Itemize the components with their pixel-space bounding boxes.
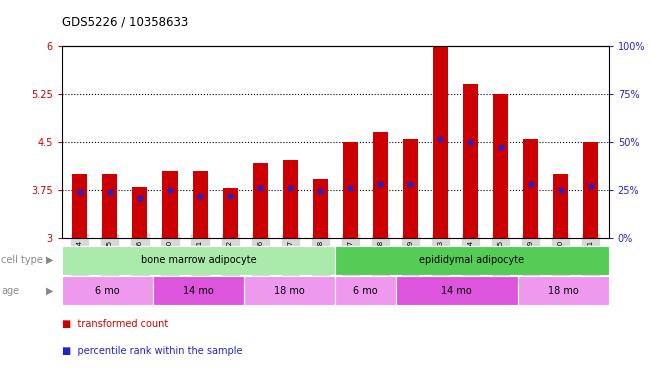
Bar <box>553 174 568 238</box>
Bar <box>373 132 388 238</box>
Bar <box>62 246 335 275</box>
Bar <box>335 246 609 275</box>
Bar <box>518 276 609 305</box>
Bar <box>312 179 327 238</box>
Bar <box>132 187 148 238</box>
Text: cell type: cell type <box>1 255 43 265</box>
Bar <box>193 171 208 238</box>
Bar <box>62 276 153 305</box>
Bar <box>223 188 238 238</box>
Bar <box>493 94 508 238</box>
Text: 6 mo: 6 mo <box>353 286 378 296</box>
Bar <box>403 139 418 238</box>
Bar <box>523 139 538 238</box>
Text: GDS5226 / 10358633: GDS5226 / 10358633 <box>62 15 188 28</box>
Bar <box>253 162 268 238</box>
Bar <box>283 160 298 238</box>
Text: ■  transformed count: ■ transformed count <box>62 319 168 329</box>
Text: ▶: ▶ <box>46 286 54 296</box>
Text: 18 mo: 18 mo <box>274 286 305 296</box>
Text: ▶: ▶ <box>46 255 54 265</box>
Bar <box>153 276 244 305</box>
Bar <box>463 84 478 238</box>
Text: ■  percentile rank within the sample: ■ percentile rank within the sample <box>62 346 242 356</box>
Bar <box>163 171 178 238</box>
Bar <box>102 174 117 238</box>
Text: bone marrow adipocyte: bone marrow adipocyte <box>141 255 256 265</box>
Bar <box>72 174 87 238</box>
Text: epididymal adipocyte: epididymal adipocyte <box>419 255 525 265</box>
Text: 14 mo: 14 mo <box>441 286 472 296</box>
Bar <box>583 142 598 238</box>
Bar <box>335 276 396 305</box>
Text: age: age <box>1 286 20 296</box>
Text: 6 mo: 6 mo <box>95 286 120 296</box>
Bar <box>244 276 335 305</box>
Bar <box>433 47 448 238</box>
Bar <box>396 276 518 305</box>
Text: 14 mo: 14 mo <box>183 286 214 296</box>
Text: 18 mo: 18 mo <box>547 286 579 296</box>
Bar <box>343 142 358 238</box>
